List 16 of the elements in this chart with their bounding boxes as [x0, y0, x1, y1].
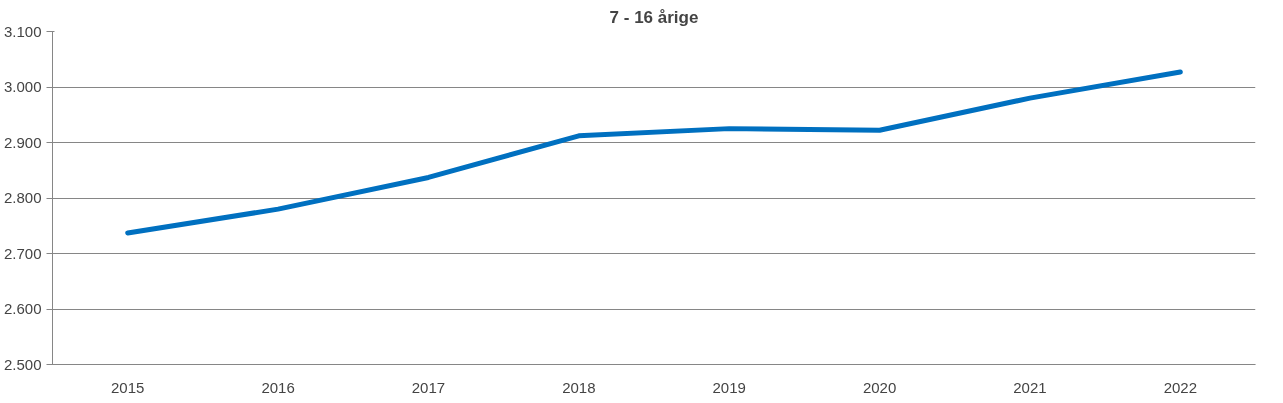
x-tick-label: 2016 [261, 378, 295, 396]
chart-title: 7 - 16 årige [609, 7, 699, 27]
x-tick-label: 2017 [411, 378, 446, 396]
x-tick-label: 2020 [862, 378, 897, 396]
y-tick-label: 2.800 [3, 189, 42, 206]
x-tick-label: 2018 [562, 378, 596, 396]
x-tick-label: 2021 [1013, 378, 1047, 396]
y-tick-label: 3.000 [3, 78, 42, 95]
x-tick-label: 2015 [111, 378, 145, 396]
y-tick-label: 2.900 [3, 133, 42, 151]
y-tick-label: 2.600 [3, 300, 42, 317]
y-tick-label: 2.500 [3, 355, 42, 373]
y-tick-label: 2.700 [3, 244, 42, 262]
y-tick-label: 3.100 [3, 22, 42, 40]
x-tick-label: 2019 [712, 378, 746, 396]
x-tick-label: 2022 [1163, 378, 1197, 396]
